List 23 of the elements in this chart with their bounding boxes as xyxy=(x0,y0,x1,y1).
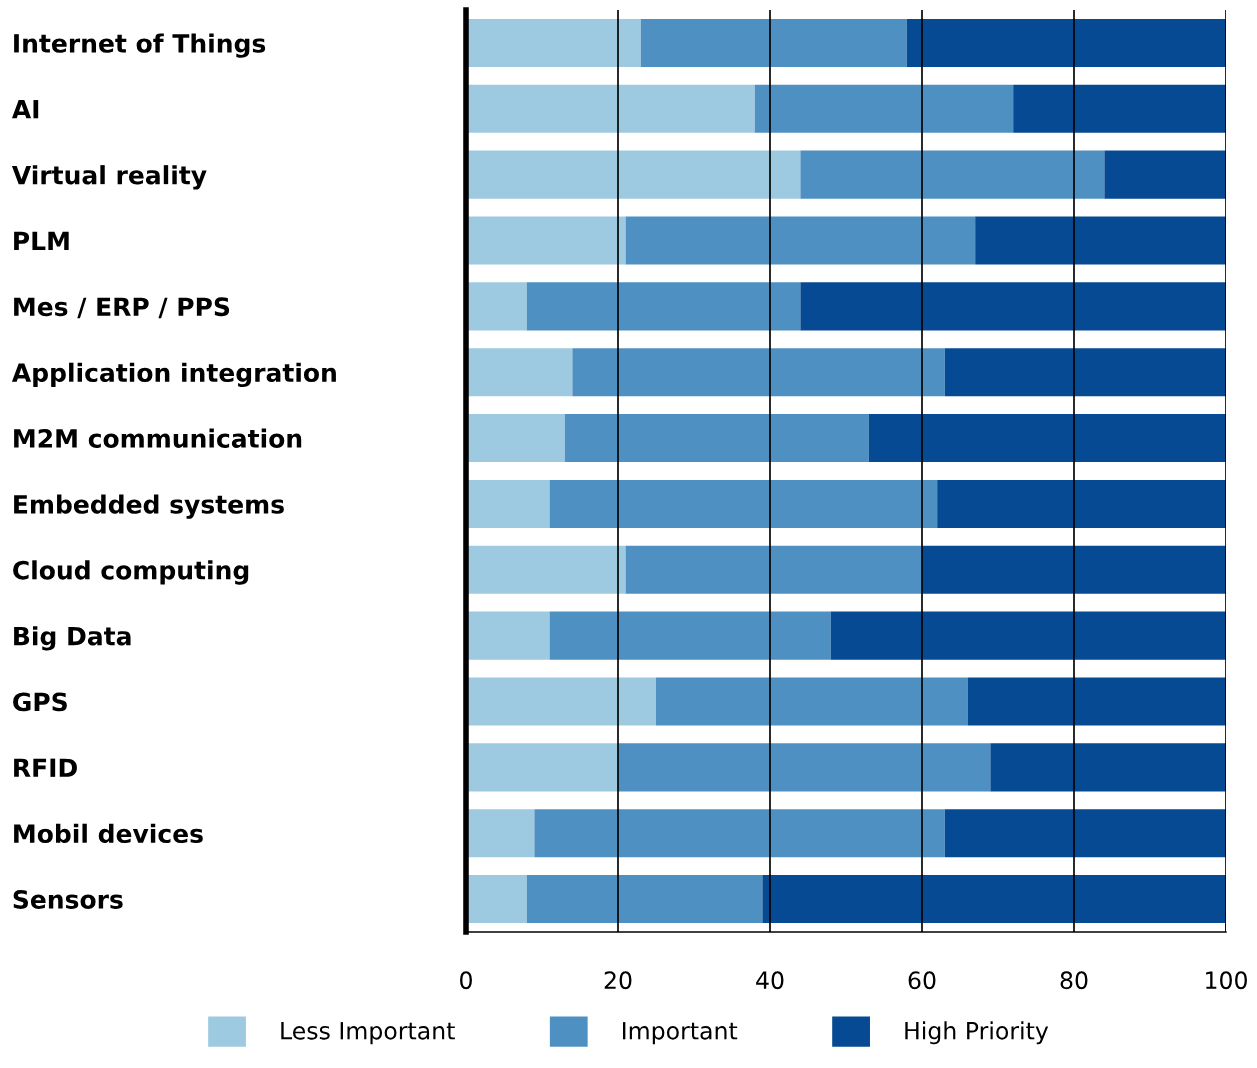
legend-label: Less Important xyxy=(281,1022,455,1045)
y-tick-label: Cloud computing xyxy=(13,560,249,585)
y-tick-label: GPS xyxy=(13,692,67,712)
y-tick-label: Big Data xyxy=(14,626,131,651)
x-tick-label: 20 xyxy=(604,971,632,990)
legend-label: Important xyxy=(623,1022,738,1045)
x-tick-label: 80 xyxy=(1060,971,1088,990)
y-tick-label: Sensors xyxy=(13,890,123,909)
legend-label: High Priority xyxy=(905,1021,1049,1045)
y-tick-label: Internet of Things xyxy=(14,33,266,58)
y-tick-label: RFID xyxy=(14,758,77,777)
y-tick-label: Mes / ERP / PPS xyxy=(14,297,230,319)
y-tick-label: Virtual reality xyxy=(11,165,207,190)
y-tick-label: AI xyxy=(11,100,39,119)
x-tick-label: 0 xyxy=(460,971,472,990)
y-tick-label: Application integration xyxy=(11,362,336,388)
x-tick-label: 60 xyxy=(908,971,936,990)
x-tick-label: 40 xyxy=(756,971,784,990)
x-tick-label: 100 xyxy=(1206,971,1247,990)
y-tick-label: Mobil devices xyxy=(14,823,203,844)
y-tick-label: Embedded systems xyxy=(14,494,284,519)
y-tick-label: M2M communication xyxy=(14,428,302,448)
y-tick-label: PLM xyxy=(14,231,69,250)
